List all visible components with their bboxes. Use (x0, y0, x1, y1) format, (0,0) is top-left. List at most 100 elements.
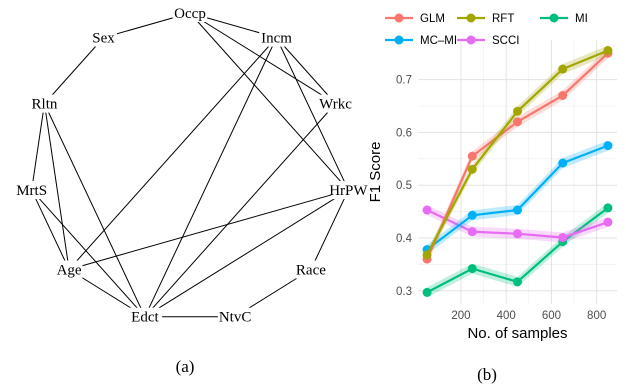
edge-mrts-age (31, 189, 70, 270)
legend-key-point (466, 35, 476, 45)
x-tick-label: 400 (497, 310, 516, 322)
node-bg-rltn (27, 94, 62, 113)
node-wrkc: Wrkc (319, 97, 352, 113)
node-ntvc: NtvC (219, 310, 252, 326)
node-rltn: Rltn (32, 97, 58, 113)
point-glm (467, 151, 477, 161)
node-bg-occp (172, 4, 208, 22)
point-scci (603, 217, 613, 227)
node-bg-hrpw (331, 181, 366, 200)
node-bg-ntvc (217, 307, 253, 326)
graph-edges (31, 12, 349, 318)
edge-rltn-mrts (31, 103, 45, 191)
node-incm: Incm (261, 31, 292, 47)
legend-label: RFT (492, 13, 514, 25)
y-tick-label: 0.7 (396, 75, 412, 87)
point-mi (422, 287, 432, 297)
x-axis-label: No. of samples (467, 325, 567, 342)
y-tick-label: 0.6 (396, 127, 412, 139)
edge-incm-edct (144, 37, 277, 317)
legend-item-scci: SCCI (457, 35, 519, 47)
edge-rltn-edct (44, 103, 146, 317)
y-axis-label: F1 Score (367, 142, 384, 203)
legend-key-point (466, 13, 476, 23)
point-rft (422, 250, 432, 260)
series-rft (422, 45, 613, 260)
node-hrpw: HrPW (329, 183, 368, 199)
caption-b: (b) (477, 365, 497, 384)
node-occp: Occp (174, 6, 206, 22)
chart-ticks: 0.3 0.4 0.5 0.6 0.7 200 400 600 800 (396, 75, 606, 322)
legend-label: MI (575, 13, 588, 25)
legend-key-point (394, 35, 404, 45)
x-tick-label: 600 (542, 310, 561, 322)
point-scci (467, 227, 477, 237)
edge-hrpw-age (68, 189, 349, 270)
point-mc-mi (558, 158, 568, 168)
node-bg-sex (90, 28, 117, 47)
node-bg-incm (259, 28, 294, 47)
node-mrts: MrtS (16, 183, 47, 199)
series-mc-mi (422, 140, 613, 255)
chart-grid (418, 40, 617, 304)
causal-graph: Occp Incm Wrkc HrPW Race NtvC Edct Age MrtS Rltn S… (14, 4, 368, 326)
node-bg-wrkc (318, 94, 353, 113)
point-mi (467, 264, 477, 274)
node-age: Age (57, 263, 82, 279)
legend-label: GLM (420, 13, 445, 25)
legend-label: MC–MI (420, 35, 457, 47)
edge-rltn-age (43, 103, 70, 270)
legend-item-mi: MI (540, 13, 588, 25)
chart-series (422, 45, 613, 298)
x-tick-label: 200 (451, 310, 470, 322)
f1-score-chart: 0.3 0.4 0.5 0.6 0.7 200 400 600 800 GLM RFT MI MC–M… (367, 13, 617, 342)
point-mc-mi (603, 141, 613, 151)
node-bg-age (55, 260, 83, 279)
legend-item-rft: RFT (457, 13, 514, 25)
edge-occp-hrpw (189, 12, 349, 191)
point-scci (513, 229, 522, 239)
point-scci (422, 205, 432, 215)
point-rft (467, 164, 477, 174)
point-glm (513, 117, 522, 127)
edge-hrpw-race (310, 189, 349, 270)
point-scci (558, 232, 568, 242)
series-scci (422, 205, 613, 243)
legend-key-point (394, 13, 404, 23)
point-rft (603, 46, 613, 56)
edge-incm-hrpw (276, 37, 349, 191)
chart-legend: GLM RFT MI MC–MI SCCI (385, 13, 588, 47)
graph-nodes: Occp Incm Wrkc HrPW Race NtvC Edct Age MrtS Rltn S… (14, 4, 368, 326)
legend-key-point (549, 13, 559, 23)
node-bg-mrts (14, 181, 49, 200)
node-bg-edct (127, 307, 163, 326)
node-edct: Edct (131, 310, 159, 326)
y-tick-label: 0.5 (396, 180, 412, 192)
edge-occp-wrkc (189, 12, 336, 105)
edge-wrkc-edct (144, 103, 336, 318)
point-rft (558, 64, 568, 74)
point-mi (603, 203, 613, 213)
point-glm (558, 90, 568, 100)
edge-sex-rltn (44, 37, 104, 104)
node-sex: Sex (92, 31, 115, 47)
legend-item-mc-mi: MC–MI (385, 35, 457, 47)
node-race: Race (296, 263, 326, 279)
y-tick-label: 0.3 (396, 286, 412, 298)
caption-a: (a) (176, 357, 195, 376)
point-rft (513, 106, 522, 116)
point-mc-mi (467, 210, 477, 220)
point-mi (513, 277, 522, 287)
x-tick-label: 800 (587, 310, 606, 322)
point-mc-mi (513, 205, 522, 215)
edge-hrpw-edct (144, 189, 349, 318)
edge-incm-wrkc (276, 37, 336, 104)
edge-incm-age (68, 37, 277, 270)
edge-mrts-edct (31, 189, 146, 318)
y-tick-label: 0.4 (396, 233, 413, 245)
node-bg-race (293, 260, 329, 279)
plot-background (418, 40, 617, 304)
legend-item-glm: GLM (385, 13, 445, 25)
legend-label: SCCI (492, 35, 519, 47)
